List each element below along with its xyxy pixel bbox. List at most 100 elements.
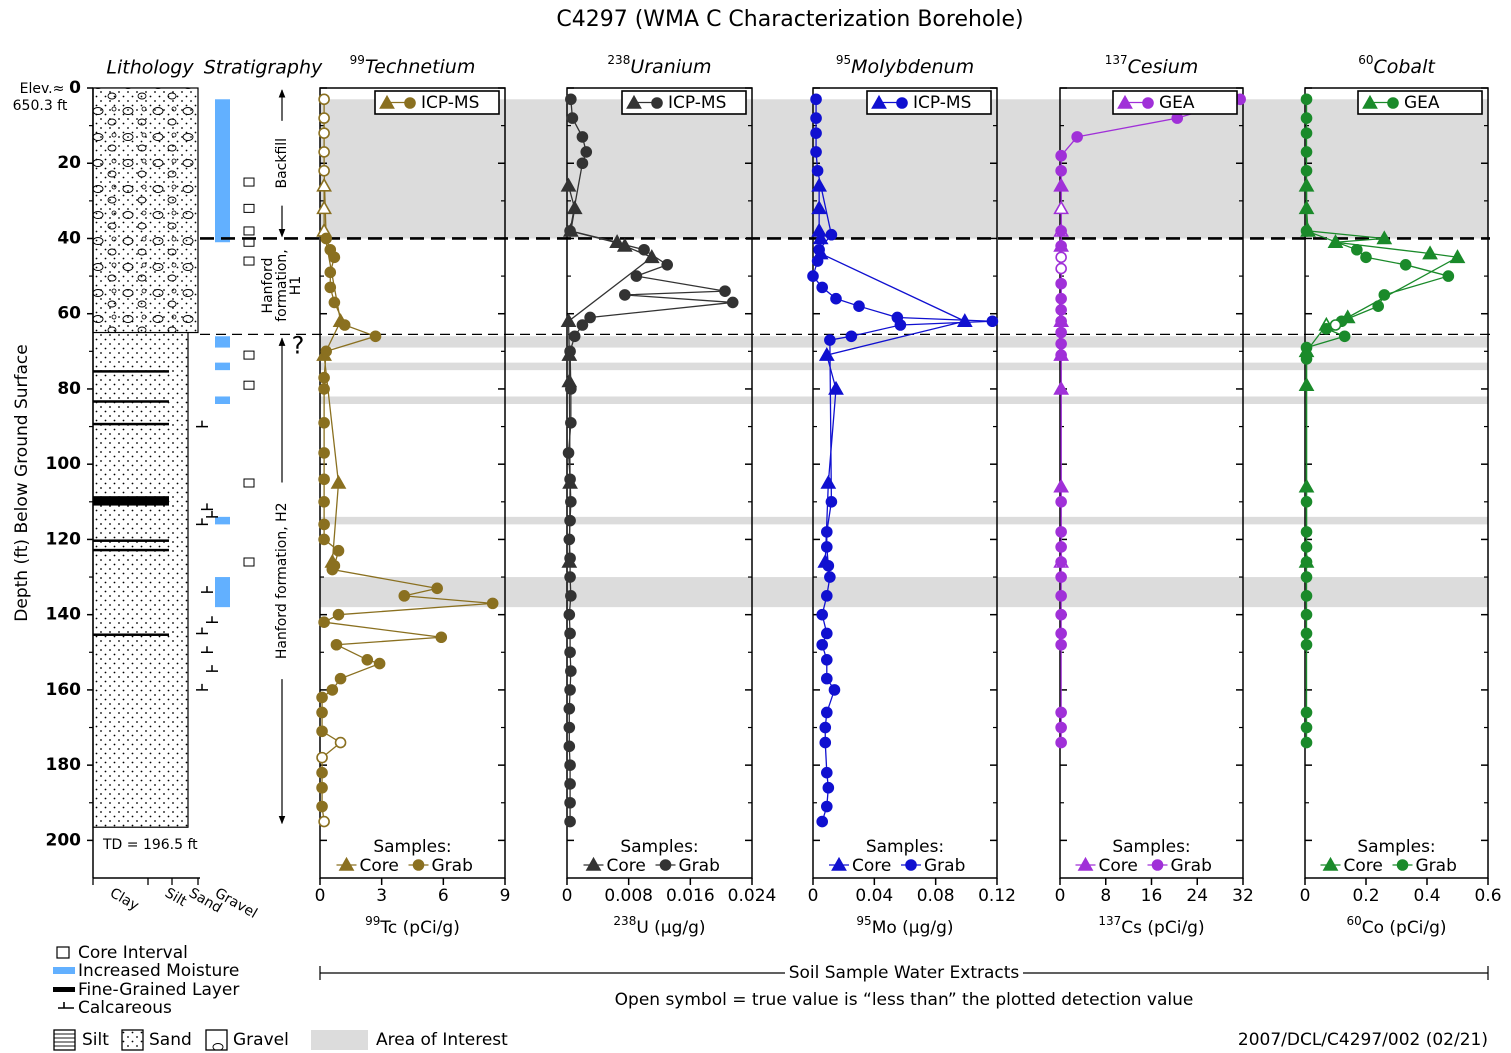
x-tick-label: 9 bbox=[500, 886, 511, 906]
marker bbox=[1153, 860, 1163, 870]
marker bbox=[319, 113, 329, 123]
marker bbox=[414, 860, 424, 870]
marker bbox=[334, 610, 344, 620]
moisture-interval bbox=[215, 99, 230, 242]
samples-label: Samples: bbox=[620, 837, 698, 857]
marker bbox=[813, 256, 823, 266]
marker bbox=[565, 516, 575, 526]
core-interval bbox=[244, 381, 254, 389]
panel-title-sup: 137 bbox=[1105, 53, 1128, 67]
marker bbox=[1302, 497, 1312, 507]
legend-label: ICP-MS bbox=[913, 93, 971, 113]
legend-label: Area of Interest bbox=[376, 1030, 508, 1050]
y-tick-label: 100 bbox=[46, 454, 82, 474]
moisture-interval bbox=[215, 336, 230, 347]
x-tick-label: 0 bbox=[1055, 886, 1066, 906]
x-tick-label: 0 bbox=[1300, 886, 1311, 906]
marker bbox=[587, 859, 600, 871]
marker bbox=[327, 565, 337, 575]
marker bbox=[1056, 628, 1066, 638]
marker bbox=[1056, 339, 1066, 349]
marker bbox=[1388, 98, 1398, 108]
x-tick-label: 16 bbox=[1141, 886, 1163, 906]
stratigraphy-title: Stratigraphy bbox=[204, 57, 323, 79]
legend-swatch bbox=[311, 1030, 368, 1050]
marker bbox=[436, 632, 446, 642]
marker bbox=[1056, 497, 1066, 507]
marker bbox=[565, 779, 575, 789]
marker bbox=[1056, 316, 1066, 326]
calcareous-symbol bbox=[196, 518, 208, 524]
marker bbox=[1321, 324, 1331, 334]
y-tick-label: 180 bbox=[46, 755, 82, 775]
marker bbox=[334, 546, 344, 556]
marker bbox=[1056, 279, 1066, 289]
panel-title-text: Uranium bbox=[630, 56, 711, 78]
x-tick-label: 3 bbox=[376, 886, 387, 906]
marker bbox=[1302, 707, 1312, 717]
legend-swatch bbox=[206, 1030, 227, 1050]
panel-title: 99Technetium bbox=[350, 53, 476, 78]
panel-title: 95Molybdenum bbox=[836, 53, 974, 78]
marker bbox=[321, 233, 331, 243]
marker bbox=[906, 860, 916, 870]
marker bbox=[566, 94, 576, 104]
marker bbox=[1079, 859, 1092, 871]
marker bbox=[661, 860, 671, 870]
marker bbox=[565, 474, 575, 484]
calcareous-symbol bbox=[201, 586, 213, 592]
marker bbox=[1361, 252, 1371, 262]
marker bbox=[1302, 557, 1312, 567]
legend-label: Core bbox=[1344, 856, 1383, 876]
marker bbox=[1056, 305, 1066, 315]
marker bbox=[319, 448, 329, 458]
marker bbox=[1302, 628, 1312, 638]
marker bbox=[830, 382, 843, 394]
legend-label: Grab bbox=[1416, 856, 1457, 876]
marker bbox=[566, 497, 576, 507]
marker bbox=[319, 497, 329, 507]
marker bbox=[1143, 98, 1153, 108]
calcareous-symbol bbox=[206, 616, 218, 622]
uncertain-contact: ? bbox=[292, 331, 305, 359]
panel-title: 137Cesium bbox=[1105, 53, 1199, 78]
marker bbox=[1302, 640, 1312, 650]
marker bbox=[565, 798, 575, 808]
marker bbox=[1302, 591, 1312, 601]
chart: C4297 (WMA C Characterization Borehole) … bbox=[0, 0, 1511, 1053]
grain-size-label: Clay bbox=[107, 885, 141, 914]
marker bbox=[620, 290, 630, 300]
marker bbox=[329, 297, 339, 307]
marker bbox=[566, 418, 576, 428]
x-axis-label: 95Mo (µg/g) bbox=[856, 914, 953, 939]
marker bbox=[1056, 557, 1066, 567]
y-tick-label: 40 bbox=[57, 228, 81, 248]
marker bbox=[1056, 610, 1066, 620]
marker bbox=[822, 527, 832, 537]
x-axis-label-text: Co (pCi/g) bbox=[1362, 918, 1447, 938]
marker bbox=[822, 628, 832, 638]
elevation-label: Elev.≈ bbox=[20, 81, 65, 97]
marker bbox=[1056, 226, 1066, 236]
lithology-title: Lithology bbox=[106, 57, 194, 79]
marker bbox=[570, 331, 580, 341]
panel-title-sup: 60 bbox=[1358, 53, 1373, 67]
panel-title-text: Cobalt bbox=[1373, 56, 1436, 78]
marker bbox=[1302, 128, 1312, 138]
marker bbox=[823, 783, 833, 793]
marker bbox=[822, 591, 832, 601]
moisture-interval bbox=[215, 363, 230, 371]
marker bbox=[399, 591, 409, 601]
marker bbox=[1056, 723, 1066, 733]
fine-grained-layer bbox=[93, 633, 169, 636]
marker bbox=[432, 583, 442, 593]
fine-grained-layer bbox=[93, 539, 169, 542]
legend-swatch bbox=[57, 947, 69, 958]
legend-swatch bbox=[58, 1002, 74, 1008]
samples-label: Samples: bbox=[1112, 837, 1190, 857]
legend-label: Sand bbox=[149, 1030, 192, 1050]
x-tick-label: 0 bbox=[808, 886, 819, 906]
marker bbox=[565, 572, 575, 582]
marker bbox=[1300, 480, 1313, 492]
marker bbox=[566, 591, 576, 601]
